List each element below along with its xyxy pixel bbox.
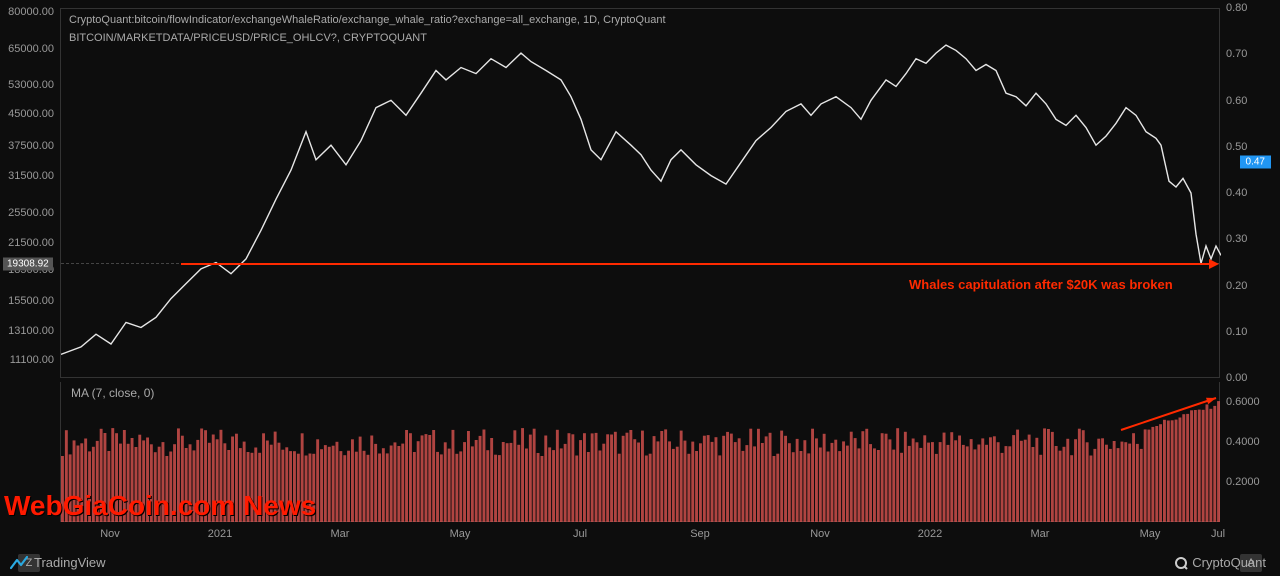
x-tick: May [1140,528,1161,540]
x-tick: 2022 [918,528,942,540]
x-tick: Nov [100,528,120,540]
y-left-tick: 15500.00 [0,295,54,307]
arrow-head-icon [1209,259,1219,269]
x-tick: 2021 [208,528,232,540]
y-right-tick: 0.40 [1226,187,1278,199]
x-tick: Jul [573,528,587,540]
y-right-tick: 0.60 [1226,95,1278,107]
footer-right-brand[interactable]: CryptoQuant [1174,555,1266,570]
cryptoquant-logo-icon [1174,556,1188,570]
chart-footer: TradingView CryptoQuant [0,548,1280,572]
whale-capitulation-annotation: Whales capitulation after $20K was broke… [909,277,1173,292]
tradingview-logo-icon [10,556,28,570]
x-tick: Sep [690,528,710,540]
tradingview-label: TradingView [34,555,106,570]
x-tick: May [450,528,471,540]
current-price-tag: 19308.92 [3,258,53,271]
y-left-tick: 65000.00 [0,43,54,55]
y-right-tick: 0.80 [1226,2,1278,14]
x-tick: Jul [1211,528,1225,540]
y-right-tick: 0.50 [1226,141,1278,153]
footer-left-brand[interactable]: TradingView [10,555,106,570]
main-price-chart[interactable]: CryptoQuant:bitcoin/flowIndicator/exchan… [60,8,1220,378]
y-left-tick: 80000.00 [0,6,54,18]
x-tick: Mar [331,528,350,540]
x-tick: Nov [810,528,830,540]
y-left-tick: 13100.00 [0,325,54,337]
y-left-tick: 11100.00 [0,354,54,366]
x-axis-time: Nov2021MarMayJulSepNov2022MarMayJul [60,524,1220,548]
y-left-tick: 25500.00 [0,207,54,219]
y-left-tick: 45000.00 [0,108,54,120]
y-sub-tick: 0.4000 [1226,436,1278,448]
y-left-tick: 37500.00 [0,140,54,152]
horizontal-arrow-line [181,263,1209,265]
watermark-text: WebGiaCoin.com News [4,490,316,522]
y-sub-tick: 0.2000 [1226,476,1278,488]
y-right-tick: 0.30 [1226,233,1278,245]
y-right-tick: 0.70 [1226,48,1278,60]
y-axis-right-ratio: 0.800.700.600.500.400.300.200.100.00 [1222,8,1274,378]
price-line-svg [61,9,1221,379]
cryptoquant-label: CryptoQuant [1192,555,1266,570]
chart-container: 80000.00 65000.00 53000.00 45000.00 37500.00… [0,0,1280,576]
y-left-tick: 53000.00 [0,79,54,91]
current-ratio-tag: 0.47 [1240,155,1271,168]
y-right-tick: 0.20 [1226,280,1278,292]
y-left-tick: 31500.00 [0,170,54,182]
x-tick: Mar [1031,528,1050,540]
y-left-tick: 21500.00 [0,237,54,249]
y-axis-left-price: 80000.00 65000.00 53000.00 45000.00 37500.00… [0,8,58,378]
y-sub-tick: 0.6000 [1226,396,1278,408]
y-axis-right-sub: 0.60000.40000.2000 [1222,382,1274,522]
y-right-tick: 0.10 [1226,326,1278,338]
